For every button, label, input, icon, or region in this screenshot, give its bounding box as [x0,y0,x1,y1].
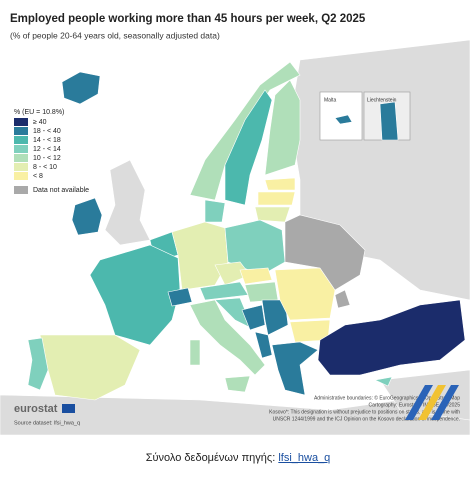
finland [264,79,301,176]
legend-label: 8 - < 10 [33,164,57,171]
decoration [418,385,446,420]
decoration [405,385,433,420]
cyprus [374,376,393,387]
legend-label: Data not available [33,187,89,194]
legend-swatch [14,154,28,162]
sweden [224,89,273,206]
legend-swatch [14,145,28,153]
legend-swatch [14,172,28,180]
france [89,244,181,346]
credit: Kosovo*: This designation is without pre… [269,409,460,415]
switzerland [167,287,193,307]
legend-label: 14 - < 18 [33,137,61,144]
albania [254,331,273,359]
italy [189,299,266,376]
inset-label: Liechtenstein [367,97,397,103]
decoration [431,385,459,420]
lithuania [254,206,291,223]
legend-swatch [14,186,28,194]
map: Malta Liechtenstein Employed people work… [0,13,470,435]
inset-malta [319,91,363,141]
spain [39,334,141,401]
liechtenstein [379,101,399,141]
legend-label: ≥ 40 [33,119,47,126]
subtitle: (% of people 20-64 years old, seasonally… [10,30,220,40]
legend: ≥ 40 18 - < 40 14 - < 18 12 - < 14 10 - < 12… [14,118,89,194]
legend-label: < 8 [33,173,43,180]
source: Source dataset: lfsi_hwa_q [14,420,80,426]
hungary [244,281,279,303]
greece [271,341,319,396]
slovakia [239,267,273,285]
footer-text: Σύνολο δεδομένων πηγής: [145,452,276,464]
malta [334,114,353,125]
iceland [61,71,101,105]
legend-title: % (EU = 10.8%) [14,109,64,116]
legend-label: 12 - < 14 [33,146,61,153]
portugal [27,337,49,391]
credit: Administrative boundaries: © EuroGeograp… [314,394,460,401]
ireland [71,197,103,236]
bosnia [241,304,266,331]
legend-swatch [14,118,28,126]
norway [189,61,301,201]
belarus-ukraine [284,214,366,291]
legend-label: 18 - < 40 [33,128,61,135]
sicily [224,375,251,393]
legend-swatch [14,163,28,171]
credit: UNSCR 1244/1999 and the ICJ Opinion on t… [273,416,460,422]
eu-flag [62,404,75,413]
turkey [317,299,466,376]
title: Employed people working more than 45 hou… [10,13,366,25]
legend-swatch [14,136,28,144]
latvia [257,191,296,206]
source-link[interactable]: lfsi_hwa_q [278,452,331,464]
footer: Σύνολο δεδομένων πηγής: lfsi_hwa_q [0,452,476,464]
estonia [264,177,296,191]
sardinia [189,339,201,366]
legend-label: 10 - < 12 [33,155,61,162]
countries [27,61,466,401]
denmark [204,199,226,223]
inset-label: Malta [324,97,336,103]
legend-swatch [14,127,28,135]
logo: eurostat [14,403,58,415]
moldova [334,289,351,309]
